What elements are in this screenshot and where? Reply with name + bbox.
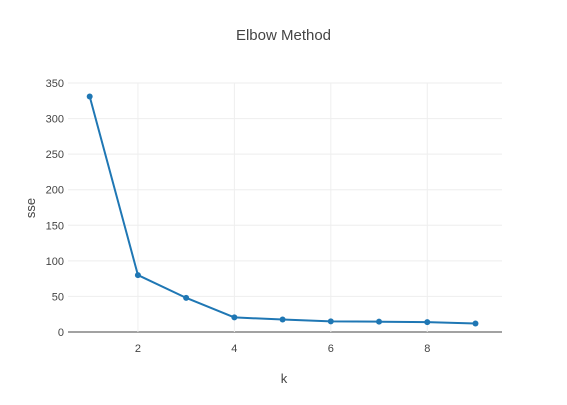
x-axis-title: k <box>281 371 288 386</box>
data-point <box>327 318 334 325</box>
y-tick-label: 50 <box>52 291 64 303</box>
data-point <box>279 316 286 323</box>
data-point <box>376 318 383 325</box>
y-tick-label: 100 <box>46 256 64 268</box>
y-tick-label: 200 <box>46 185 64 197</box>
grid-layer <box>68 82 502 333</box>
tick-layer: 0 50 100 150 200 250 300 350 2 4 6 8 <box>46 78 431 355</box>
y-tick-label: 300 <box>46 114 64 126</box>
data-point <box>134 272 141 279</box>
data-point <box>424 319 431 326</box>
x-tick-label: 6 <box>328 343 334 355</box>
y-tick-label: 350 <box>46 78 64 90</box>
y-tick-label: 0 <box>58 327 64 339</box>
series-line <box>88 96 476 325</box>
y-axis-title: sse <box>23 198 38 218</box>
data-point <box>231 314 238 321</box>
data-point <box>472 320 479 327</box>
x-tick-label: 4 <box>231 343 237 355</box>
series-layer <box>86 93 479 327</box>
data-point <box>86 93 93 100</box>
y-tick-label: 150 <box>46 220 64 232</box>
data-point <box>183 294 190 301</box>
x-tick-label: 8 <box>424 343 430 355</box>
chart-title: Elbow Method <box>236 27 331 44</box>
x-tick-label: 2 <box>135 343 141 355</box>
y-tick-label: 250 <box>46 149 64 161</box>
